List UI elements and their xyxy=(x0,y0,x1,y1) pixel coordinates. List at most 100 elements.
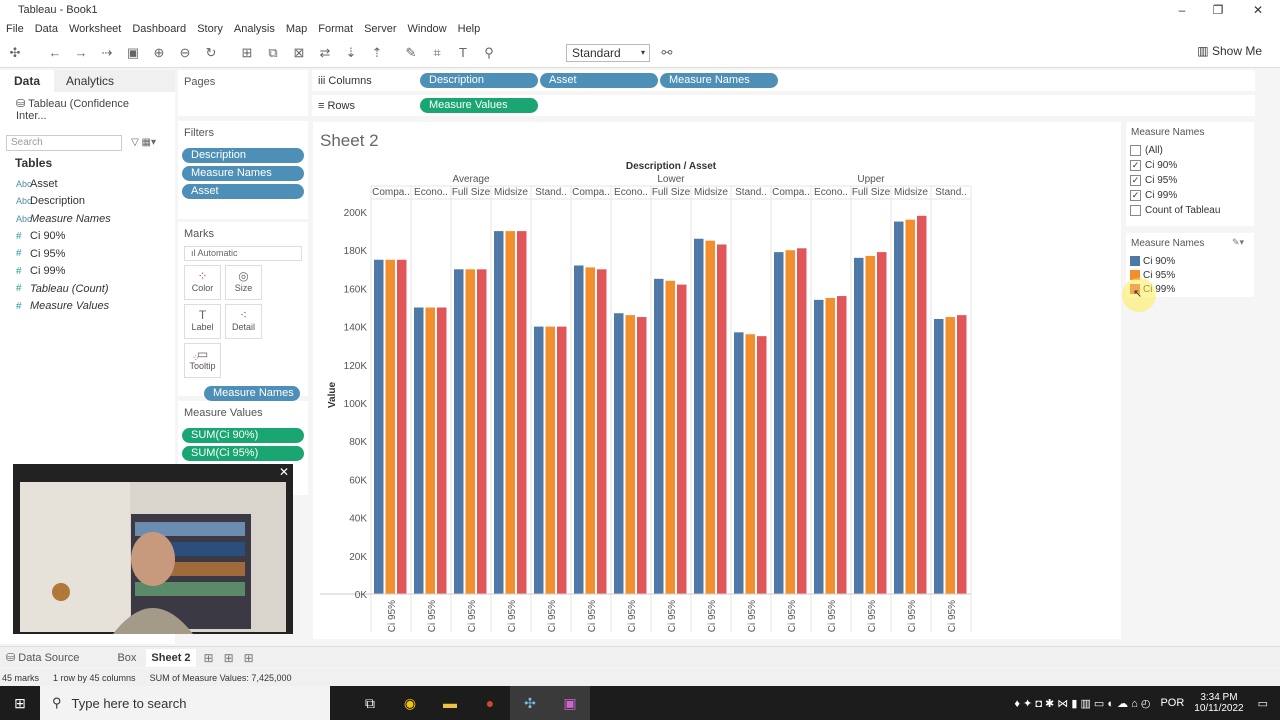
menu-analysis[interactable]: Analysis xyxy=(233,23,275,35)
sort-desc-icon[interactable]: ⇡ xyxy=(371,44,383,60)
language-indicator[interactable]: POR xyxy=(1160,697,1185,709)
checkbox-checked-icon[interactable]: ✓ xyxy=(1130,175,1141,186)
marks-detail-button[interactable]: ⁖ Detail xyxy=(225,304,262,339)
pages-shelf[interactable]: Pages xyxy=(178,70,308,116)
menu-worksheet[interactable]: Worksheet xyxy=(68,23,122,35)
bar[interactable] xyxy=(585,267,596,594)
bar[interactable] xyxy=(437,307,447,595)
bar-chart[interactable]: Description / Asset Average Compa.. Ci 95% E… xyxy=(313,122,1121,639)
redo-icon[interactable]: → xyxy=(74,45,88,60)
menu-data[interactable]: Data xyxy=(34,23,58,35)
bar[interactable] xyxy=(757,336,767,594)
filter-item[interactable]: (All) xyxy=(1126,143,1254,158)
tab-analytics[interactable]: Analytics xyxy=(66,74,115,88)
minimize-icon[interactable]: – xyxy=(1178,3,1186,17)
field-measure-values[interactable]: # Measure Values xyxy=(0,298,175,316)
filter-icon[interactable]: ▽ ▦▾ xyxy=(131,137,156,148)
pause-updates-icon[interactable]: ⊖ xyxy=(179,44,191,60)
menu-story[interactable]: Story xyxy=(197,23,223,35)
clock[interactable]: 3:34 PM 10/11/2022 xyxy=(1194,692,1243,714)
measure-values-pill[interactable]: SUM(Ci 95%) xyxy=(182,446,304,461)
maximize-icon[interactable]: ❐ xyxy=(1212,3,1224,17)
bar[interactable] xyxy=(705,240,716,594)
checkbox-checked-icon[interactable]: ✓ xyxy=(1130,160,1141,171)
swap-icon[interactable]: ⇄ xyxy=(319,44,331,60)
checkbox-icon[interactable] xyxy=(1130,145,1141,156)
menu-file[interactable]: File xyxy=(6,23,24,35)
new-sheet-icon[interactable]: ⊞ xyxy=(203,650,214,665)
bar[interactable] xyxy=(654,278,664,594)
bar[interactable] xyxy=(477,269,487,594)
pin-icon[interactable]: ⚲ xyxy=(484,44,494,60)
bar[interactable] xyxy=(774,252,784,595)
save-icon[interactable]: ▣ xyxy=(126,44,140,60)
fit-dropdown[interactable]: Standard ▾ xyxy=(566,44,650,62)
legend-item[interactable]: Ci 95% xyxy=(1126,268,1254,282)
bar[interactable] xyxy=(917,215,927,594)
bar[interactable] xyxy=(665,280,676,594)
field-asset[interactable]: Abc Asset xyxy=(0,175,175,193)
columns-pill-asset[interactable]: Asset xyxy=(540,73,658,88)
marks-color-button[interactable]: ⁘ Color xyxy=(184,265,221,300)
tab-box[interactable]: Box xyxy=(117,651,137,664)
tab-data[interactable]: Data xyxy=(0,70,55,92)
bar[interactable] xyxy=(734,332,744,594)
new-story-icon[interactable]: ⊞ xyxy=(243,650,254,665)
notification-icon[interactable]: ▭ xyxy=(1257,697,1268,710)
duplicate-icon[interactable]: ⧉ xyxy=(268,44,278,60)
menu-dashboard[interactable]: Dashboard xyxy=(132,23,187,35)
filter-pill-asset[interactable]: Asset xyxy=(182,184,304,199)
field-measure-names[interactable]: Abc Measure Names xyxy=(0,210,175,228)
new-datasource-icon[interactable]: ⊕ xyxy=(153,44,165,60)
filter-item[interactable]: ✓ Ci 95% xyxy=(1126,173,1254,188)
menu-server[interactable]: Server xyxy=(364,23,397,35)
menu-help[interactable]: Help xyxy=(457,23,481,35)
filter-pill-measure-names[interactable]: Measure Names xyxy=(182,166,304,181)
checkbox-icon[interactable] xyxy=(1130,205,1141,216)
marks-size-button[interactable]: ◎ Size xyxy=(225,265,262,300)
edit-colors-icon[interactable]: ✎▾ xyxy=(1231,237,1244,247)
menu-map[interactable]: Map xyxy=(285,23,308,35)
tableau-logo-icon[interactable]: ✣ xyxy=(9,44,21,60)
bar[interactable] xyxy=(454,269,464,594)
bar[interactable] xyxy=(425,307,436,595)
bar[interactable] xyxy=(745,334,756,594)
tab-sheet-2[interactable]: Sheet 2 xyxy=(146,648,196,667)
highlight-icon[interactable]: ✎ xyxy=(405,44,417,60)
bar[interactable] xyxy=(465,269,476,594)
filter-item[interactable]: ✓ Ci 99% xyxy=(1126,188,1254,203)
sort-asc-icon[interactable]: ⇣ xyxy=(345,44,357,60)
marks-label-button[interactable]: T Label xyxy=(184,304,221,339)
bar[interactable] xyxy=(637,317,647,594)
menu-window[interactable]: Window xyxy=(407,23,447,35)
bar[interactable] xyxy=(877,252,887,595)
bar[interactable] xyxy=(557,326,567,594)
bar[interactable] xyxy=(597,269,607,594)
search-input[interactable]: Search xyxy=(6,135,122,151)
recorder-icon[interactable]: ▣ xyxy=(550,686,590,720)
close-icon[interactable]: ✕ xyxy=(1252,3,1264,17)
checkbox-checked-icon[interactable]: ✓ xyxy=(1130,190,1141,201)
bar[interactable] xyxy=(545,326,556,594)
bar[interactable] xyxy=(957,315,967,594)
color-measure-names-pill[interactable]: Measure Names xyxy=(204,386,300,401)
filter-item[interactable]: Count of Tableau xyxy=(1126,203,1254,218)
bar[interactable] xyxy=(505,231,516,594)
group-icon[interactable]: ⌗ xyxy=(433,44,441,60)
bar[interactable] xyxy=(625,315,636,594)
bar[interactable] xyxy=(717,244,727,594)
bar[interactable] xyxy=(865,255,876,594)
label-icon[interactable]: T xyxy=(459,45,467,60)
bar[interactable] xyxy=(574,265,584,594)
bar[interactable] xyxy=(677,284,687,594)
marks-tooltip-button[interactable]: ▭ Tooltip xyxy=(184,343,221,378)
bar[interactable] xyxy=(494,231,504,594)
rows-pill-measure-values[interactable]: Measure Values xyxy=(420,98,538,113)
new-worksheet-icon[interactable]: ⊞ xyxy=(241,44,253,60)
bar[interactable] xyxy=(837,296,847,594)
measure-values-pill[interactable]: SUM(Ci 90%) xyxy=(182,428,304,443)
field-ci-99-[interactable]: # Ci 99% xyxy=(0,263,175,281)
columns-pill-measure-names[interactable]: Measure Names xyxy=(660,73,778,88)
bar[interactable] xyxy=(517,231,527,594)
bar[interactable] xyxy=(694,238,704,594)
